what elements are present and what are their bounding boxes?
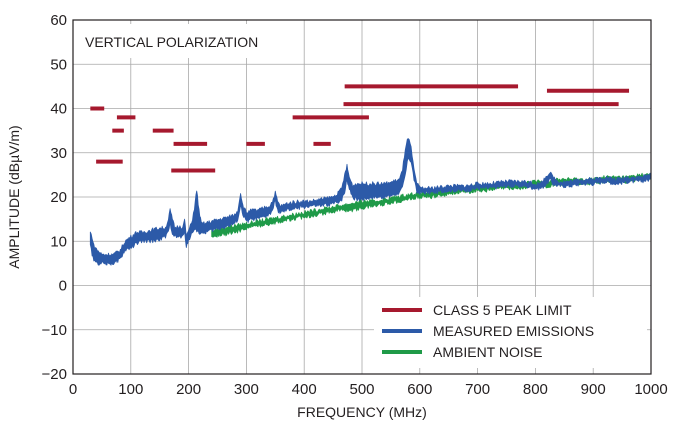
legend-label-measured: MEASURED EMISSIONS [433, 323, 594, 339]
y-tick-label: 40 [50, 101, 67, 118]
tick-labels: 0 100 200 300 400 500 600 700 800 900 1000 −20 −10 0 1… [42, 12, 668, 398]
x-tick-label: 800 [523, 381, 548, 398]
x-axis-title: FREQUENCY (MHz) [297, 404, 427, 420]
annotation-label: VERTICAL POLARIZATION [85, 34, 258, 50]
x-tick-label: 900 [581, 381, 606, 398]
y-tick-label: 30 [50, 145, 67, 162]
y-tick-label: 50 [50, 56, 67, 73]
y-tick-label: 60 [50, 12, 67, 29]
y-axis-title: AMPLITUDE (dBµV/m) [6, 125, 22, 268]
y-tick-label: 0 [59, 278, 67, 295]
x-tick-label: 1000 [634, 381, 667, 398]
annotation-box [77, 24, 297, 58]
x-tick-label: 300 [234, 381, 259, 398]
x-tick-label: 500 [349, 381, 374, 398]
series-layer [89, 84, 652, 266]
plot-frame [72, 19, 652, 375]
x-tick-label: 600 [407, 381, 432, 398]
legend: CLASS 5 PEAK LIMIT MEASURED EMISSIONS AM… [374, 297, 647, 368]
x-tick-label: 400 [292, 381, 317, 398]
x-tick-label: 0 [69, 381, 77, 398]
y-tick-label: −20 [42, 366, 67, 383]
x-tick-label: 100 [118, 381, 143, 398]
x-tick-label: 200 [176, 381, 201, 398]
legend-label-class5: CLASS 5 PEAK LIMIT [433, 302, 572, 318]
legend-label-ambient: AMBIENT NOISE [433, 344, 542, 360]
y-tick-label: 10 [50, 233, 67, 250]
y-tick-label: −10 [42, 322, 67, 339]
y-tick-label: 20 [50, 189, 67, 206]
series-class-5-peak-limit [90, 84, 630, 173]
x-tick-label: 700 [465, 381, 490, 398]
